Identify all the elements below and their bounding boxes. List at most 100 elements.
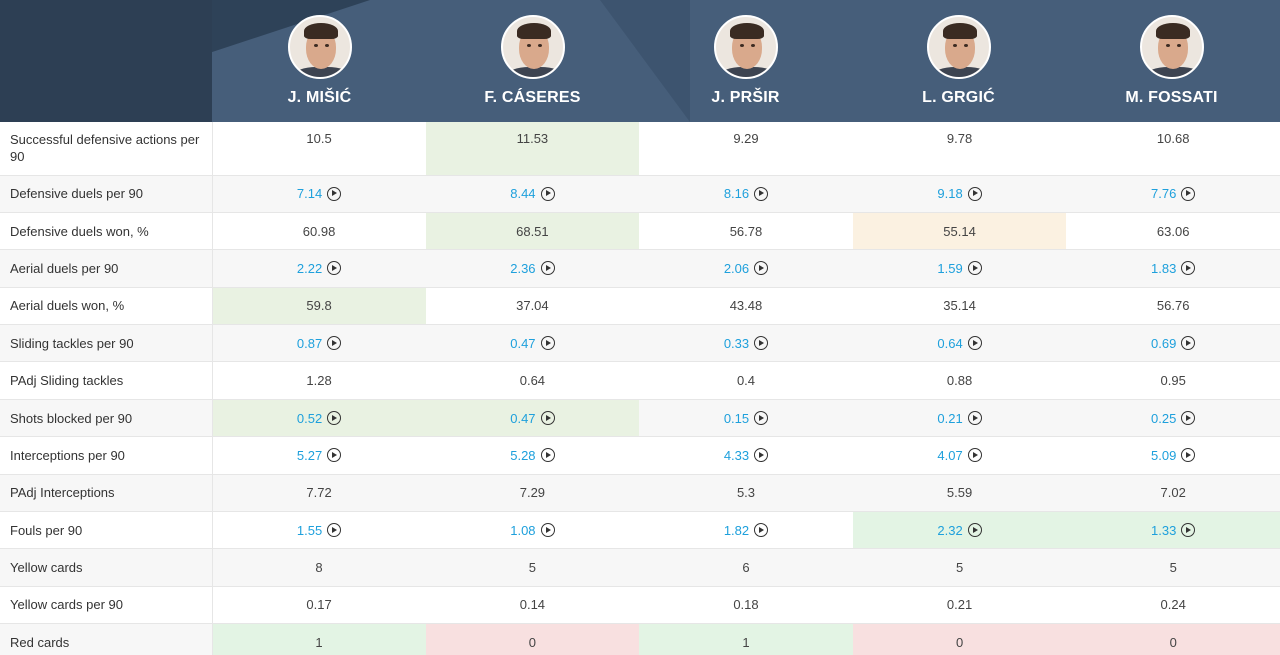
avatar[interactable] [926,15,991,79]
stat-value-cell[interactable]: 1.82 [639,511,853,550]
stat-value-cell[interactable]: 2.22 [212,249,426,288]
stat-value-link[interactable]: 0.87 [296,335,342,351]
stat-value-link[interactable]: 0.25 [1151,410,1196,426]
stat-value-cell[interactable]: 5.09 [1066,436,1280,475]
play-video-icon[interactable] [540,186,555,201]
player-name[interactable]: J. PRŠIR [711,89,780,106]
player-column[interactable]: L. GRGIĆ [852,0,1065,122]
play-video-icon[interactable] [754,336,769,351]
stat-value-cell[interactable]: 0.69 [1066,324,1280,363]
stat-value[interactable]: 5.27 [296,447,323,463]
play-video-icon[interactable] [967,186,982,201]
player-column[interactable]: M. FOSSATI [1065,0,1278,122]
play-video-icon[interactable] [754,411,769,426]
stat-value[interactable]: 1.08 [510,522,536,538]
stat-value-link[interactable]: 7.76 [1151,186,1196,201]
play-video-icon[interactable] [967,448,982,463]
stat-value-link[interactable]: 5.27 [296,447,342,463]
stat-value-cell[interactable]: 0.15 [639,399,853,438]
stat-value-cell[interactable]: 0.52 [212,399,426,438]
play-video-icon[interactable] [540,411,555,426]
stat-value-cell[interactable]: 1.59 [852,249,1067,288]
stat-value-cell[interactable]: 8.44 [425,175,640,213]
stat-value-cell[interactable]: 1.55 [212,511,426,550]
stat-value-cell[interactable]: 1.83 [1066,249,1280,288]
avatar[interactable] [1139,15,1204,79]
stat-value-link[interactable]: 0.52 [296,410,342,426]
play-video-icon[interactable] [754,186,769,201]
stat-value[interactable]: 0.87 [296,335,323,351]
play-video-icon[interactable] [327,523,342,538]
stat-value-link[interactable]: 4.07 [937,447,982,463]
stat-value-cell[interactable]: 0.33 [639,324,853,363]
play-video-icon[interactable] [540,261,555,276]
play-video-icon[interactable] [967,261,982,276]
stat-value[interactable]: 1.59 [937,260,963,276]
play-video-icon[interactable] [540,523,555,538]
stat-value[interactable]: 7.14 [296,186,323,202]
stat-value-cell[interactable]: 2.06 [639,249,853,288]
stat-value-link[interactable]: 2.22 [296,260,342,276]
stat-value-link[interactable]: 8.44 [510,186,555,202]
stat-value[interactable]: 2.36 [510,260,536,276]
play-video-icon[interactable] [327,411,342,426]
player-name[interactable]: J. MIŠIĆ [287,89,352,106]
play-video-icon[interactable] [754,523,769,538]
stat-value[interactable]: 8.44 [510,186,536,202]
stat-value-link[interactable]: 0.21 [937,410,982,426]
stat-value[interactable]: 0.47 [510,410,536,426]
play-video-icon[interactable] [1181,261,1196,276]
stat-value[interactable]: 9.18 [937,186,963,202]
play-video-icon[interactable] [540,448,555,463]
stat-value[interactable]: 0.21 [937,410,963,426]
stat-value[interactable]: 2.06 [723,260,750,276]
stat-value-link[interactable]: 1.83 [1151,261,1196,276]
stat-value-link[interactable]: 2.36 [510,260,555,276]
play-video-icon[interactable] [327,186,342,201]
stat-value[interactable]: 4.33 [723,447,750,463]
stat-value[interactable]: 2.22 [296,260,323,276]
play-video-icon[interactable] [1181,411,1196,426]
player-column[interactable]: J. PRŠIR [639,0,852,122]
stat-value-link[interactable]: 8.16 [724,186,769,201]
player-name[interactable]: F. CÁSERES [484,89,581,106]
stat-value[interactable]: 0.25 [1151,410,1177,426]
stat-value[interactable]: 0.47 [510,335,536,351]
stat-value-link[interactable]: 0.47 [510,335,555,351]
stat-value-cell[interactable]: 0.47 [425,399,640,438]
stat-value-cell[interactable]: 2.36 [425,249,640,288]
play-video-icon[interactable] [1181,448,1196,463]
stat-value-cell[interactable]: 0.47 [425,324,640,363]
stat-value[interactable]: 2.32 [937,522,963,538]
stat-value-cell[interactable]: 7.76 [1066,175,1280,213]
player-column[interactable]: J. MIŠIĆ [213,0,426,122]
stat-value-link[interactable]: 1.59 [937,260,982,276]
avatar[interactable] [287,15,352,79]
stat-value[interactable]: 1.55 [296,522,323,538]
stat-value-cell[interactable]: 4.07 [852,436,1067,475]
play-video-icon[interactable] [967,523,982,538]
stat-value[interactable]: 0.64 [937,335,963,351]
play-video-icon[interactable] [1181,186,1196,201]
stat-value[interactable]: 0.15 [723,410,750,426]
stat-value-link[interactable]: 7.14 [296,186,342,202]
stat-value-cell[interactable]: 4.33 [639,436,853,475]
play-video-icon[interactable] [1181,523,1196,538]
stat-value-link[interactable]: 2.32 [937,522,982,538]
stat-value-link[interactable]: 0.47 [510,410,555,426]
play-video-icon[interactable] [754,261,769,276]
stat-value[interactable]: 4.07 [937,447,963,463]
stat-value-cell[interactable]: 0.64 [852,324,1067,363]
stat-value-link[interactable]: 1.08 [510,522,555,538]
stat-value[interactable]: 0.52 [296,410,323,426]
stat-value[interactable]: 5.09 [1151,447,1177,463]
stat-value-link[interactable]: 2.06 [723,260,769,276]
stat-value-link[interactable]: 1.82 [724,523,769,538]
stat-value-cell[interactable]: 7.14 [212,175,426,213]
stat-value-link[interactable]: 0.64 [937,335,982,351]
player-name[interactable]: L. GRGIĆ [922,89,995,106]
stat-value-link[interactable]: 1.33 [1151,523,1196,538]
stat-value-cell[interactable]: 0.21 [852,399,1067,438]
stat-value[interactable]: 0.33 [723,335,750,351]
avatar[interactable] [713,15,778,79]
